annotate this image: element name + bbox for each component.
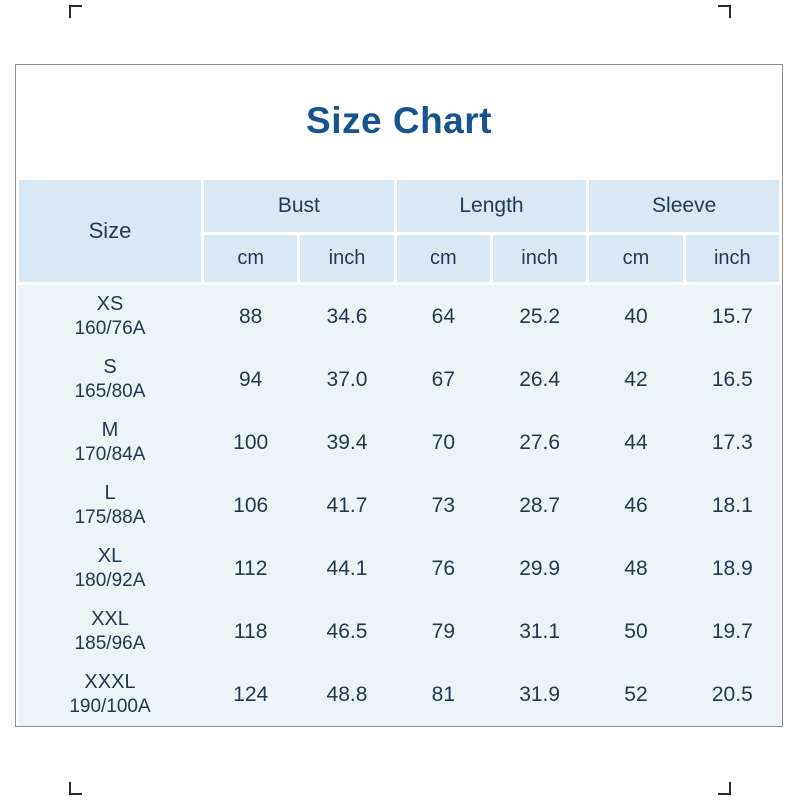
value-cell: 16.5 [684,348,781,411]
crop-mark-top-left [69,5,82,18]
page-title: Size Chart [16,65,782,177]
size-cell: L 175/88A [17,474,203,537]
value-cell: 81 [395,663,492,726]
value-cell: 17.3 [684,411,781,474]
value-cell: 25.2 [491,283,588,348]
table-body: XS 160/76A 88 34.6 64 25.2 40 15.7 S 165… [17,283,781,726]
column-header-sleeve: Sleeve [586,177,782,235]
value-cell: 73 [395,474,492,537]
size-spec: 190/100A [69,696,151,718]
size-spec: 160/76A [74,318,146,340]
size-cell: XS 160/76A [17,283,203,348]
value-cell: 70 [395,411,492,474]
size-label: L [104,482,116,505]
size-spec: 165/80A [74,381,146,403]
table-header: Size Bust Length Sleeve cm inch cm inch … [16,177,783,285]
size-spec: 175/88A [74,507,146,529]
value-cell: 76 [395,537,492,600]
size-cell: XXXL 190/100A [17,663,203,726]
table-row: M 170/84A 100 39.4 70 27.6 44 17.3 [17,411,781,474]
value-cell: 64 [395,283,492,348]
value-cell: 112 [202,537,299,600]
header-unit-row: cm inch cm inch cm inch [18,232,783,285]
header-group-row: Size Bust Length Sleeve [16,177,782,285]
table-row: XS 160/76A 88 34.6 64 25.2 40 15.7 [17,283,781,348]
value-cell: 26.4 [491,348,588,411]
size-cell: S 165/80A [17,348,203,411]
value-cell: 94 [202,348,299,411]
value-cell: 79 [395,600,492,663]
size-label: XS [96,293,124,316]
size-label: XL [97,545,123,568]
value-cell: 19.7 [684,600,781,663]
crop-mark-bottom-left [69,782,82,795]
size-label: XXL [91,608,129,631]
value-cell: 20.5 [684,663,781,726]
value-cell: 31.1 [491,600,588,663]
unit-header-length-inch: inch [489,232,590,285]
value-cell: 29.9 [491,537,588,600]
value-cell: 27.6 [491,411,588,474]
value-cell: 18.1 [684,474,781,537]
value-cell: 41.7 [298,474,396,537]
value-cell: 48.8 [298,663,396,726]
value-cell: 28.7 [491,474,588,537]
size-cell: XXL 185/96A [17,600,203,663]
value-cell: 67 [395,348,492,411]
unit-header-length-cm: cm [393,232,493,285]
unit-header-bust-cm: cm [200,232,301,285]
table-row: XXL 185/96A 118 46.5 79 31.1 50 19.7 [17,600,781,663]
size-spec: 170/84A [74,444,146,466]
value-cell: 37.0 [298,348,396,411]
value-cell: 100 [202,411,299,474]
size-table: Size Bust Length Sleeve cm inch cm inch … [16,177,783,726]
size-label: M [101,419,119,442]
table-row: XXXL 190/100A 124 48.8 81 31.9 52 20.5 [17,663,781,726]
size-spec: 180/92A [74,570,146,592]
table-row: S 165/80A 94 37.0 67 26.4 42 16.5 [17,348,781,411]
value-cell: 48 [587,537,685,600]
value-cell: 31.9 [491,663,588,726]
value-cell: 34.6 [298,283,396,348]
size-label: XXXL [84,671,136,694]
size-label: S [103,356,117,379]
value-cell: 52 [587,663,685,726]
value-cell: 124 [202,663,299,726]
value-cell: 44.1 [298,537,396,600]
value-cell: 44 [587,411,685,474]
table-row: XL 180/92A 112 44.1 76 29.9 48 18.9 [17,537,781,600]
size-chart-panel: Size Chart Size Bust Length Sleeve cm in… [15,64,783,727]
value-cell: 42 [587,348,685,411]
value-cell: 39.4 [298,411,396,474]
crop-mark-top-right [718,5,731,18]
crop-mark-bottom-right [718,782,731,795]
value-cell: 46.5 [298,600,396,663]
column-header-length: Length [393,177,590,235]
unit-header-sleeve-cm: cm [586,232,686,285]
unit-header-sleeve-inch: inch [682,232,783,285]
value-cell: 106 [202,474,299,537]
table-row: L 175/88A 106 41.7 73 28.7 46 18.1 [17,474,781,537]
value-cell: 88 [202,283,299,348]
unit-header-bust-inch: inch [297,232,397,285]
value-cell: 40 [587,283,685,348]
size-column-header: Size [16,177,204,285]
size-cell: XL 180/92A [17,537,203,600]
column-header-bust: Bust [201,177,397,235]
value-cell: 50 [587,600,685,663]
value-cell: 15.7 [684,283,781,348]
size-cell: M 170/84A [17,411,203,474]
value-cell: 46 [587,474,685,537]
size-spec: 185/96A [74,633,146,655]
value-cell: 118 [202,600,299,663]
value-cell: 18.9 [684,537,781,600]
